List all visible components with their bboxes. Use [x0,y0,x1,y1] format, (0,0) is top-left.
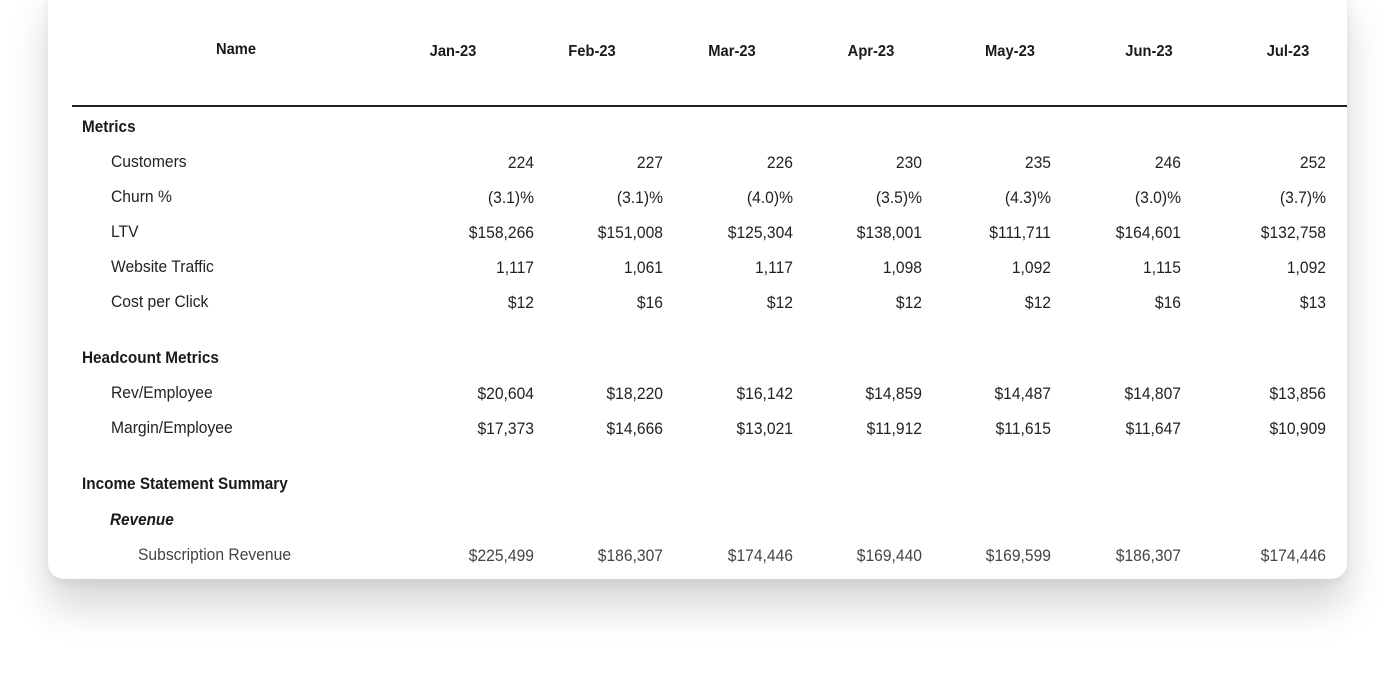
column-header-jan-23[interactable]: Jan-23 [429,43,477,60]
table-cell: (3.1)% [616,188,663,207]
table-cell: 1,117 [755,258,793,277]
table-cell: (3.1)% [487,188,534,207]
table-cell: $17,373 [477,419,534,438]
table-cell: 235 [1024,153,1051,172]
section-heading: Income Statement Summary [82,474,288,493]
table-cell: $12 [1024,293,1051,312]
column-header-jul-23[interactable]: Jul-23 [1266,43,1310,60]
table-cell: $125,304 [727,223,793,242]
table-cell: 1,098 [882,258,922,277]
table-cell: $169,599 [985,546,1051,565]
table-cell: $186,307 [597,546,663,565]
table-cell: 1,092 [1286,258,1326,277]
table-cell: $12 [766,293,793,312]
row-label: Margin/Employee [111,418,233,437]
column-header-may-23[interactable]: May-23 [985,43,1035,60]
table-cell: $10,909 [1269,419,1326,438]
table-cell: $16 [636,293,663,312]
table-cell: $13,856 [1269,384,1326,403]
table-cell: $16,142 [736,384,793,403]
table-cell: $164,601 [1115,223,1181,242]
table-cell: $12 [507,293,534,312]
header-divider [72,105,1347,107]
table-cell: 1,117 [496,258,534,277]
table-cell: $151,008 [597,223,663,242]
table-cell: $174,446 [1260,546,1326,565]
table-cell: (3.7)% [1279,188,1326,207]
table-cell: 226 [766,153,793,172]
column-header-name[interactable]: Name [215,41,257,58]
column-header-apr-23[interactable]: Apr-23 [847,43,895,60]
row-label: Website Traffic [111,257,214,276]
table-cell: $18,220 [606,384,663,403]
row-label: Churn % [111,187,172,206]
table-cell: $14,859 [865,384,922,403]
table-cell: $20,604 [477,384,534,403]
report-table-card [48,0,1347,579]
table-cell: $11,647 [1125,419,1181,438]
table-cell: 227 [636,153,663,172]
table-cell: $13,021 [736,419,793,438]
table-cell: $16 [1154,293,1181,312]
group-heading: Revenue [110,510,174,529]
table-cell: 246 [1154,153,1181,172]
table-cell: (3.5)% [875,188,922,207]
table-cell: $174,446 [727,546,793,565]
table-cell: $169,440 [856,546,922,565]
table-cell: 1,061 [623,258,663,277]
row-label: Cost per Click [111,292,209,311]
row-label: Rev/Employee [111,383,213,402]
column-header-feb-23[interactable]: Feb-23 [568,43,616,60]
row-label: Subscription Revenue [138,545,292,564]
table-cell: $12 [895,293,922,312]
table-cell: $158,266 [468,223,534,242]
table-cell: $11,615 [995,419,1051,438]
table-cell: (4.0)% [746,188,793,207]
table-cell: $14,666 [606,419,663,438]
row-label: Customers [111,152,187,171]
table-cell: 1,092 [1011,258,1051,277]
table-cell: $186,307 [1115,546,1181,565]
table-cell: $14,807 [1124,384,1181,403]
table-cell: 1,115 [1143,258,1181,277]
table-cell: 252 [1299,153,1326,172]
table-cell: $14,487 [994,384,1051,403]
section-heading: Metrics [82,117,136,136]
table-cell: $11,912 [866,419,922,438]
table-cell: (3.0)% [1134,188,1181,207]
column-header-mar-23[interactable]: Mar-23 [708,43,756,60]
row-label: LTV [111,222,139,241]
section-heading: Headcount Metrics [82,348,219,367]
table-cell: 230 [895,153,922,172]
table-cell: $138,001 [856,223,922,242]
table-cell: $13 [1299,293,1326,312]
table-cell: $225,499 [468,546,534,565]
table-cell: 224 [507,153,534,172]
table-cell: $132,758 [1260,223,1326,242]
table-cell: (4.3)% [1004,188,1051,207]
column-header-jun-23[interactable]: Jun-23 [1125,43,1173,60]
table-cell: $111,711 [989,223,1051,242]
